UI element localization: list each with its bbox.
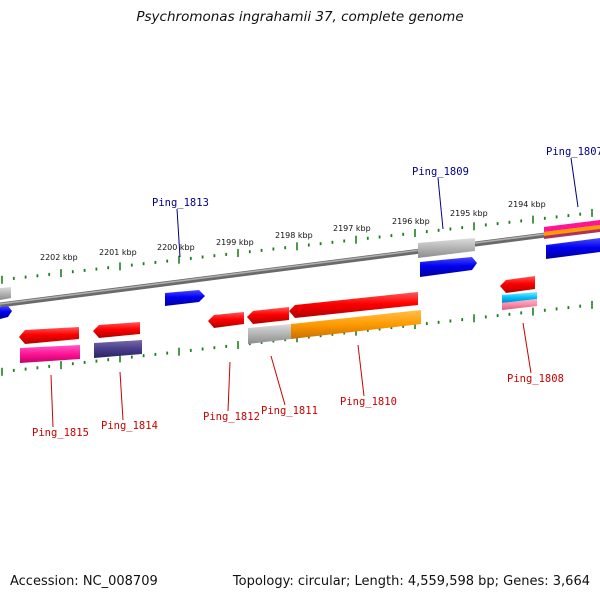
gene-label-ping-1815[interactable]: Ping_1815 [32, 427, 89, 439]
gene-feature-ping-1808[interactable] [500, 276, 535, 293]
scale-label: 2197 kbp [333, 224, 371, 233]
gene-feature[interactable] [0, 306, 12, 319]
forward-features [0, 220, 600, 319]
gene-feature[interactable] [544, 220, 600, 232]
forward-scale-ticks [1, 208, 593, 284]
gene-feature-ping-1815[interactable] [19, 327, 79, 344]
scale-label: 2199 kbp [216, 238, 254, 247]
gene-label-ping-1814[interactable]: Ping_1814 [101, 420, 158, 432]
gene-feature-ping-1813[interactable] [165, 290, 205, 306]
gene-feature[interactable] [544, 225, 600, 236]
gene-feature-ping-1812[interactable] [208, 312, 244, 328]
gene-labels: Ping_1813 Ping_1809 Ping_1807 Ping_1815 … [32, 146, 600, 439]
gene-feature[interactable] [418, 238, 475, 258]
gene-feature[interactable] [248, 324, 291, 344]
map-title: Psychromonas ingrahamii 37, complete gen… [136, 9, 464, 25]
gene-feature[interactable] [544, 229, 600, 239]
gene-feature[interactable] [94, 340, 142, 358]
gene-label-ping-1811[interactable]: Ping_1811 [261, 405, 318, 417]
scale-label: 2201 kbp [99, 248, 137, 257]
gene-label-ping-1812[interactable]: Ping_1812 [203, 411, 260, 423]
reverse-features [19, 276, 537, 363]
gene-feature[interactable] [502, 292, 537, 303]
reverse-scale-ticks [1, 300, 593, 376]
gene-feature[interactable] [0, 287, 11, 300]
gene-label-ping-1813[interactable]: Ping_1813 [152, 197, 209, 209]
gene-feature-ping-1810[interactable] [289, 292, 418, 318]
scale-label: 2202 kbp [40, 253, 78, 262]
gene-label-ping-1807[interactable]: Ping_1807 [546, 146, 600, 158]
label-leaders [50, 157, 579, 428]
gene-feature[interactable] [20, 345, 80, 363]
accession-text: Accession: NC_008709 [10, 574, 158, 589]
scale-label: 2194 kbp [508, 200, 546, 209]
scale-labels: 2202 kbp 2201 kbp 2200 kbp 2199 kbp 2198… [40, 200, 546, 262]
gene-feature-ping-1807[interactable] [546, 238, 600, 259]
gene-feature-ping-1809[interactable] [420, 257, 477, 277]
gene-feature[interactable] [291, 310, 421, 339]
scale-label: 2196 kbp [392, 217, 430, 226]
gene-feature[interactable] [502, 299, 537, 310]
gene-feature-ping-1814[interactable] [93, 322, 140, 338]
gene-label-ping-1809[interactable]: Ping_1809 [412, 166, 469, 178]
gene-label-ping-1810[interactable]: Ping_1810 [340, 396, 397, 408]
gene-feature-ping-1811[interactable] [247, 307, 289, 324]
gene-label-ping-1808[interactable]: Ping_1808 [507, 373, 564, 385]
scale-label: 2200 kbp [157, 243, 195, 252]
scale-label: 2198 kbp [275, 231, 313, 240]
scale-label: 2195 kbp [450, 209, 488, 218]
genome-summary-text: Topology: circular; Length: 4,559,598 bp… [232, 574, 590, 589]
